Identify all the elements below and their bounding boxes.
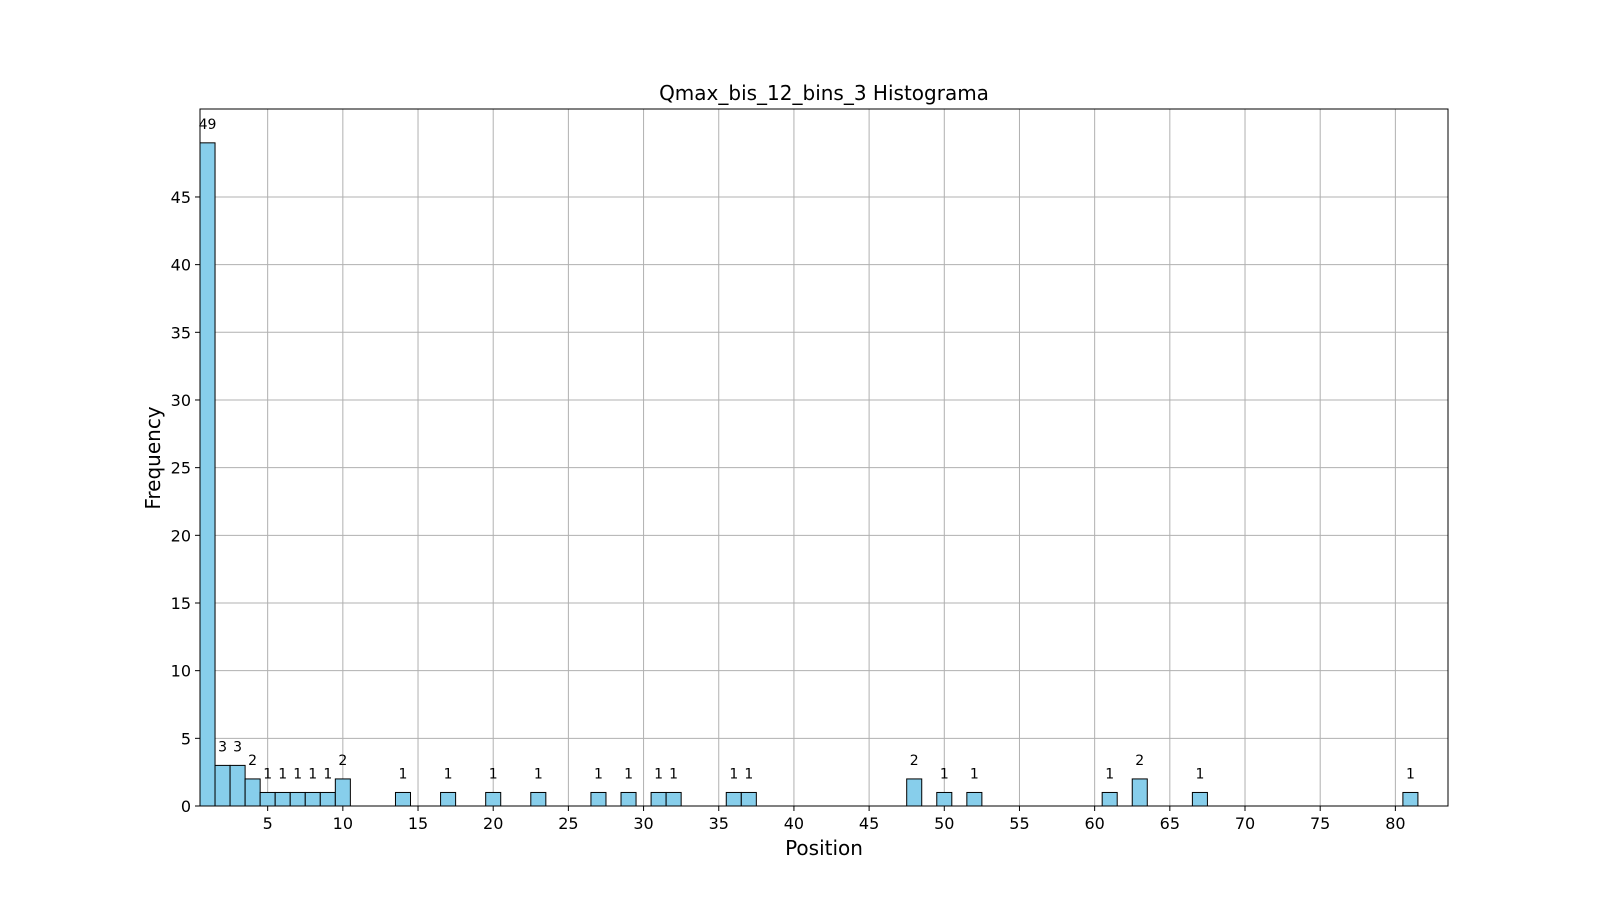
bar-count-label: 1 — [308, 766, 317, 782]
bar-count-label: 2 — [338, 753, 347, 769]
histogram-bar — [334, 778, 351, 807]
histogram-bar — [620, 791, 637, 807]
y-axis-label: Frequency — [141, 406, 165, 509]
bar-count-label: 1 — [1406, 766, 1415, 782]
x-tick-label: 15 — [408, 814, 428, 833]
grid-lines — [200, 109, 1448, 807]
x-axis-ticks: 5 10 15 20 25 30 35 40 45 50 55 60 65 70 75 80 — [263, 806, 1406, 833]
bar-count-label: 1 — [444, 766, 453, 782]
bar-count-label: 1 — [293, 766, 302, 782]
histogram-bar — [304, 791, 321, 807]
bar-count-label: 2 — [248, 753, 257, 769]
bar-count-label: 3 — [218, 739, 227, 755]
bar-count-label: 1 — [323, 766, 332, 782]
bar-count-label: 1 — [744, 766, 753, 782]
histogram-bar — [936, 791, 953, 807]
histogram-bar — [725, 791, 742, 807]
y-tick-label: 25 — [171, 459, 191, 478]
bar-count-label: 1 — [489, 766, 498, 782]
histogram-bar — [530, 791, 547, 807]
y-tick-label: 20 — [171, 526, 191, 545]
bar-count-label: 1 — [729, 766, 738, 782]
x-tick-label: 55 — [1009, 814, 1029, 833]
bar-value-labels: 493 321 1 1 1 121 1 1 1 1 1 1 1 1 121 1 121 1 — [199, 117, 1415, 783]
histogram-bar — [394, 791, 412, 807]
x-tick-label: 35 — [709, 814, 729, 833]
histogram-bar — [214, 764, 231, 807]
x-tick-label: 65 — [1160, 814, 1180, 833]
bar-count-label: 2 — [1135, 753, 1144, 769]
histogram-bar — [244, 778, 261, 807]
x-tick-label: 75 — [1310, 814, 1330, 833]
bar-count-label: 49 — [199, 117, 217, 133]
bar-count-label: 1 — [263, 766, 272, 782]
bar-count-label: 1 — [534, 766, 543, 782]
histogram-bar — [440, 791, 457, 807]
histogram-bar — [906, 778, 923, 807]
x-tick-label: 5 — [263, 814, 273, 833]
histogram-bar — [1131, 778, 1148, 807]
histogram-bar — [1101, 791, 1118, 807]
histogram-bar — [485, 791, 502, 807]
x-tick-label: 40 — [784, 814, 804, 833]
x-axis-label: Position — [785, 836, 863, 860]
bar-count-label: 1 — [1195, 766, 1204, 782]
y-tick-label: 15 — [171, 594, 191, 613]
bar-count-label: 1 — [278, 766, 287, 782]
bar-count-label: 1 — [399, 766, 408, 782]
x-tick-label: 45 — [859, 814, 879, 833]
x-tick-label: 20 — [483, 814, 503, 833]
histogram-bar — [740, 791, 757, 807]
histogram-bar — [199, 142, 216, 807]
plot-frame — [199, 108, 1449, 807]
bar-count-label: 1 — [669, 766, 678, 782]
x-tick-label: 80 — [1385, 814, 1405, 833]
histogram-bar — [319, 791, 336, 807]
bar-count-label: 1 — [594, 766, 603, 782]
histogram-bar — [229, 764, 246, 807]
y-tick-label: 45 — [171, 188, 191, 207]
x-tick-label: 60 — [1084, 814, 1104, 833]
histogram-bar — [966, 791, 983, 807]
y-tick-label: 30 — [171, 391, 191, 410]
y-tick-label: 0 — [181, 797, 191, 816]
histogram-bar — [590, 791, 607, 807]
histogram-bar — [1191, 791, 1208, 807]
histogram-bar — [650, 791, 667, 807]
x-tick-label: 50 — [934, 814, 954, 833]
histogram-bar — [665, 791, 682, 807]
y-axis-ticks: 0 5 10 15 20 25 30 35 40 45 — [171, 188, 200, 816]
histogram-bar — [1402, 791, 1419, 807]
bar-count-label: 2 — [910, 753, 919, 769]
x-tick-label: 10 — [333, 814, 353, 833]
histogram-bar — [259, 791, 276, 807]
bar-count-label: 1 — [1105, 766, 1114, 782]
x-tick-label: 70 — [1235, 814, 1255, 833]
y-tick-label: 35 — [171, 323, 191, 342]
bar-count-label: 3 — [233, 739, 242, 755]
y-tick-label: 10 — [171, 662, 191, 681]
chart-title: Qmax_bis_12_bins_3 Histograma — [659, 81, 989, 105]
bar-count-label: 1 — [970, 766, 979, 782]
bar-count-label: 1 — [624, 766, 633, 782]
histogram-bar — [274, 791, 291, 807]
histogram-bar — [289, 791, 306, 807]
bar-count-label: 1 — [654, 766, 663, 782]
y-tick-label: 5 — [181, 729, 191, 748]
x-tick-label: 30 — [633, 814, 653, 833]
x-tick-label: 25 — [558, 814, 578, 833]
histogram-bars — [199, 142, 1419, 807]
bar-count-label: 1 — [940, 766, 949, 782]
y-tick-label: 40 — [171, 256, 191, 275]
